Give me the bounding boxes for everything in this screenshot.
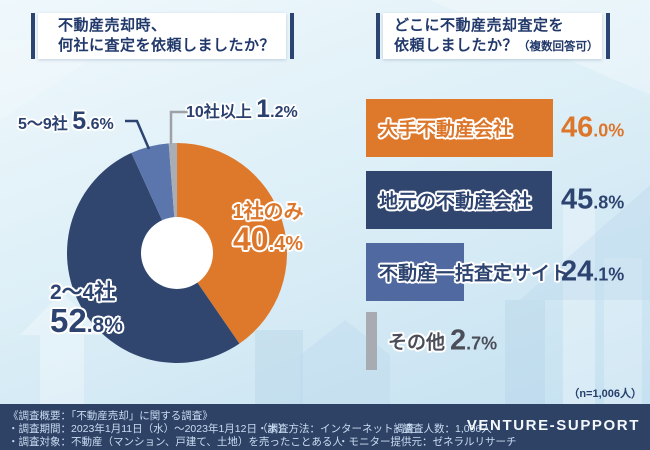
question-right-line1: どこに不動産売却査定を [394, 17, 565, 35]
pie-value-1sha: 40.4% [232, 221, 304, 257]
pie-label-10plus: 10社以上 1.2% [186, 95, 298, 123]
survey-footer: 《調査概要：「不動産売却」に関する調査》 ・調査期間：2023年1月11日（水）… [0, 404, 650, 450]
bar-fill-bulk-site [366, 243, 464, 301]
leader-line-10plus [169, 110, 188, 144]
pie-value-2-4: 52.8% [50, 302, 123, 339]
survey-period: ・調査期間：2023年1月11日（水）〜2023年1月12日（木） [8, 423, 289, 435]
accent-bar [290, 13, 294, 59]
bar-row: 地元の不動産会社 45.8% [366, 171, 650, 229]
leader-line-5-9 [125, 119, 151, 150]
survey-target: ・調査対象：不動産（マンション、戸建て、土地）を売ったことある人 [8, 436, 343, 448]
donut-hole [141, 217, 213, 289]
bar-fill-other [366, 312, 377, 370]
survey-monitor: ・モニター提供元：ゼネラルリサーチ [338, 436, 517, 448]
bar-label: 不動産一括査定サイト [379, 263, 570, 285]
donut-chart [66, 110, 287, 364]
bar-label: その他 [388, 332, 446, 354]
bar-chart: 大手不動産会社 46.0% 地元の不動産会社 45.8% 不動産一括査定サイト … [366, 99, 650, 374]
sample-size-note: （n=1,006人） [568, 388, 642, 400]
bar-fill-major-company [366, 99, 553, 157]
pie-value-10plus: 1.2% [256, 95, 298, 123]
bar-label: 地元の不動産会社 [379, 191, 532, 213]
bar-value: 46.0% [561, 111, 625, 144]
pie-label-2-4: 2〜4社 52.8% [50, 281, 123, 339]
accent-bar [606, 13, 610, 59]
brand-logo: VENTURE-SUPPORT [466, 417, 640, 434]
survey-count: ・調査人数：1,006人 [392, 423, 492, 435]
bar-row: その他 2.7% [366, 312, 650, 370]
question-right-line2: 依頼しましたか？（複数回答可） [394, 37, 599, 54]
pie-slice-0 [177, 143, 287, 344]
pie-label-1sha: 1社のみ 40.4% [232, 201, 304, 257]
accent-bar [376, 13, 380, 59]
bar-row: 大手不動産会社 46.0% [366, 99, 650, 157]
question-left-line2: 何社に査定を依頼しましたか？ [58, 37, 276, 54]
multi-answer-note: （複数回答可） [518, 41, 599, 53]
survey-overview: 《調査概要：「不動産売却」に関する調査》 [8, 410, 213, 422]
question-box-left: 不動産売却時、 何社に査定を依頼しましたか？ [38, 13, 286, 59]
bar-value: 45.8% [561, 183, 625, 216]
pie-label-5-9: 5〜9社 5.6% [18, 107, 114, 135]
bar-row: 不動産一括査定サイト 24.1% [366, 243, 650, 301]
bar-fill-local-company [366, 171, 552, 229]
bar-label: 大手不動産会社 [379, 119, 513, 141]
pie-value-5-9: 5.6% [72, 107, 114, 135]
bar-value: 2.7% [450, 324, 498, 357]
accent-bar [31, 13, 35, 59]
survey-method: ・調査方法：インターネット調査 [257, 423, 415, 435]
question-left-line1: 不動産売却時、 [58, 17, 167, 35]
question-box-right: どこに不動産売却査定を 依頼しましたか？（複数回答可） [383, 13, 602, 59]
bar-value: 24.1% [561, 255, 625, 288]
